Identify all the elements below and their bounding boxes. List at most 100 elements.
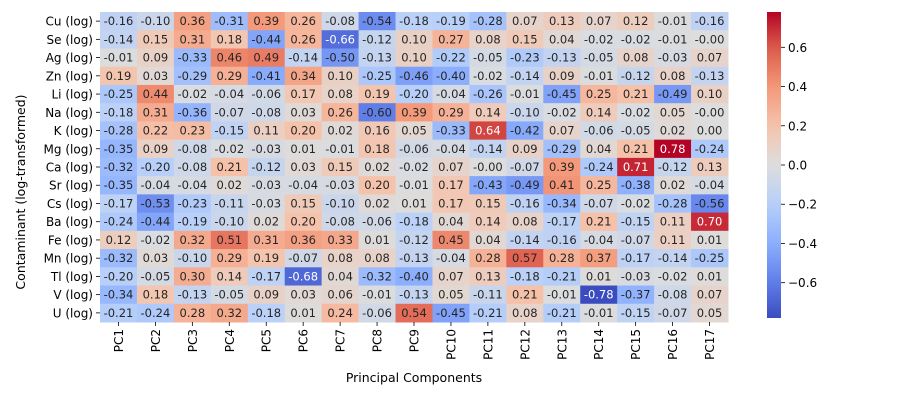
heatmap-cell — [395, 212, 433, 232]
cell-value-label: 0.04 — [586, 142, 612, 156]
cell-value-label: -0.06 — [399, 142, 429, 156]
cell-value-label: -0.28 — [658, 196, 688, 210]
y-tick-label: V (log) — [53, 288, 93, 302]
cell-value-label: 0.23 — [180, 124, 206, 138]
cell-value-label: -0.04 — [584, 233, 614, 247]
heatmap-cell — [654, 84, 692, 104]
cell-value-label: -0.37 — [621, 288, 651, 302]
cell-value-label: 0.01 — [290, 306, 316, 320]
heatmap-cell — [506, 48, 544, 68]
cell-value-label: 0.31 — [143, 105, 169, 119]
heatmap-cell — [173, 303, 212, 323]
cell-value-label: -0.04 — [288, 178, 318, 192]
heatmap-cell — [432, 230, 470, 250]
heatmap-cell — [210, 103, 249, 122]
heatmap-cell — [432, 84, 470, 104]
heatmap-cell — [654, 267, 692, 287]
cell-value-label: -0.16 — [695, 14, 725, 28]
heatmap-cell — [580, 103, 618, 122]
heatmap-cell — [247, 121, 286, 141]
heatmap-cell — [506, 267, 544, 287]
x-tick-label: PC7 — [334, 329, 348, 352]
cell-value-label: -0.18 — [510, 269, 540, 283]
heatmap-cell — [321, 267, 360, 287]
y-tick-label: Zn (log) — [46, 69, 93, 83]
cell-value-label: 0.18 — [364, 142, 390, 156]
heatmap-cell — [691, 103, 729, 122]
heatmap-cell — [247, 12, 286, 31]
heatmap-cell — [469, 84, 507, 104]
cell-value-label: -0.01 — [104, 51, 134, 65]
heatmap-cell — [321, 303, 360, 323]
cell-value-label: 0.19 — [253, 251, 279, 265]
heatmap-cell — [580, 66, 618, 86]
heatmap-cell — [136, 12, 175, 31]
cell-value-label: 0.18 — [143, 288, 169, 302]
heatmap-cell — [617, 12, 655, 31]
cell-value-label: -0.00 — [695, 32, 725, 46]
cell-value-label: -0.02 — [399, 160, 429, 174]
cell-value-label: -0.21 — [104, 306, 134, 320]
cell-value-label: 0.08 — [327, 251, 353, 265]
cell-value-label: -0.02 — [177, 87, 207, 101]
cell-value-label: 0.03 — [143, 251, 169, 265]
cell-value-label: -0.04 — [436, 251, 466, 265]
y-tick-label: Se (log) — [47, 33, 93, 47]
heatmap-cell — [100, 48, 138, 68]
cell-value-label: -0.07 — [584, 196, 614, 210]
cell-value-label: 0.28 — [549, 251, 575, 265]
heatmap-cell — [432, 303, 470, 323]
heatmap-cell — [321, 48, 360, 68]
cell-value-label: 0.28 — [475, 251, 501, 265]
heatmap-cell — [691, 267, 729, 287]
cell-value-label: 0.07 — [549, 124, 575, 138]
heatmap-cell — [432, 12, 470, 31]
cell-value-label: 0.15 — [475, 196, 501, 210]
heatmap-cell — [210, 48, 249, 68]
cell-value-label: 0.05 — [697, 306, 723, 320]
heatmap-cell — [247, 103, 286, 122]
heatmap-cell — [247, 157, 286, 177]
y-tick-label: Li (log) — [52, 88, 94, 102]
cell-value-label: -0.14 — [288, 51, 318, 65]
cell-value-label: -0.01 — [510, 87, 540, 101]
cell-value-label: -0.12 — [362, 32, 392, 46]
heatmap-cell — [210, 157, 249, 177]
cell-value-label: -0.33 — [177, 51, 207, 65]
cell-value-label: -0.50 — [325, 51, 355, 65]
x-tick-label: PC2 — [149, 329, 163, 352]
cell-value-label: -0.07 — [214, 105, 244, 119]
heatmap-cell — [358, 176, 397, 195]
heatmap-cell — [210, 212, 249, 232]
cell-value-label: 0.71 — [623, 160, 649, 174]
cell-value-label: 0.08 — [327, 87, 353, 101]
cell-value-label: -0.02 — [473, 69, 503, 83]
heatmap-cell — [100, 103, 138, 122]
cell-value-label: -0.13 — [695, 69, 725, 83]
heatmap-cell — [580, 48, 618, 68]
heatmap-cell — [654, 66, 692, 86]
cell-value-label: -0.24 — [584, 160, 614, 174]
heatmap-cell — [210, 194, 249, 214]
heatmap-cell — [136, 48, 175, 68]
heatmap-cell — [321, 30, 360, 49]
cell-value-label: -0.16 — [547, 233, 577, 247]
cell-value-label: -0.10 — [325, 196, 355, 210]
heatmap-cell — [691, 285, 729, 305]
cell-value-label: 0.07 — [438, 160, 464, 174]
heatmap-cell — [432, 194, 470, 214]
cell-value-label: -0.04 — [436, 87, 466, 101]
cell-value-label: -0.16 — [104, 14, 134, 28]
cell-value-label: 0.64 — [475, 124, 501, 138]
cell-value-label: -0.06 — [362, 215, 392, 229]
cell-value-label: -0.54 — [362, 14, 392, 28]
y-axis: Cu (log) Se (log) Ag (log) Zn (log) Li (log)… — [44, 15, 100, 320]
cell-value-label: 0.33 — [327, 233, 353, 247]
cell-value-label: 0.45 — [438, 233, 464, 247]
heatmap-cell — [358, 84, 397, 104]
cell-value-label: 0.09 — [253, 288, 279, 302]
x-tick-label: PC6 — [297, 329, 311, 352]
cell-value-label: -0.01 — [399, 178, 429, 192]
cell-value-label: 0.25 — [586, 178, 612, 192]
cell-value-label: 0.32 — [180, 233, 206, 247]
